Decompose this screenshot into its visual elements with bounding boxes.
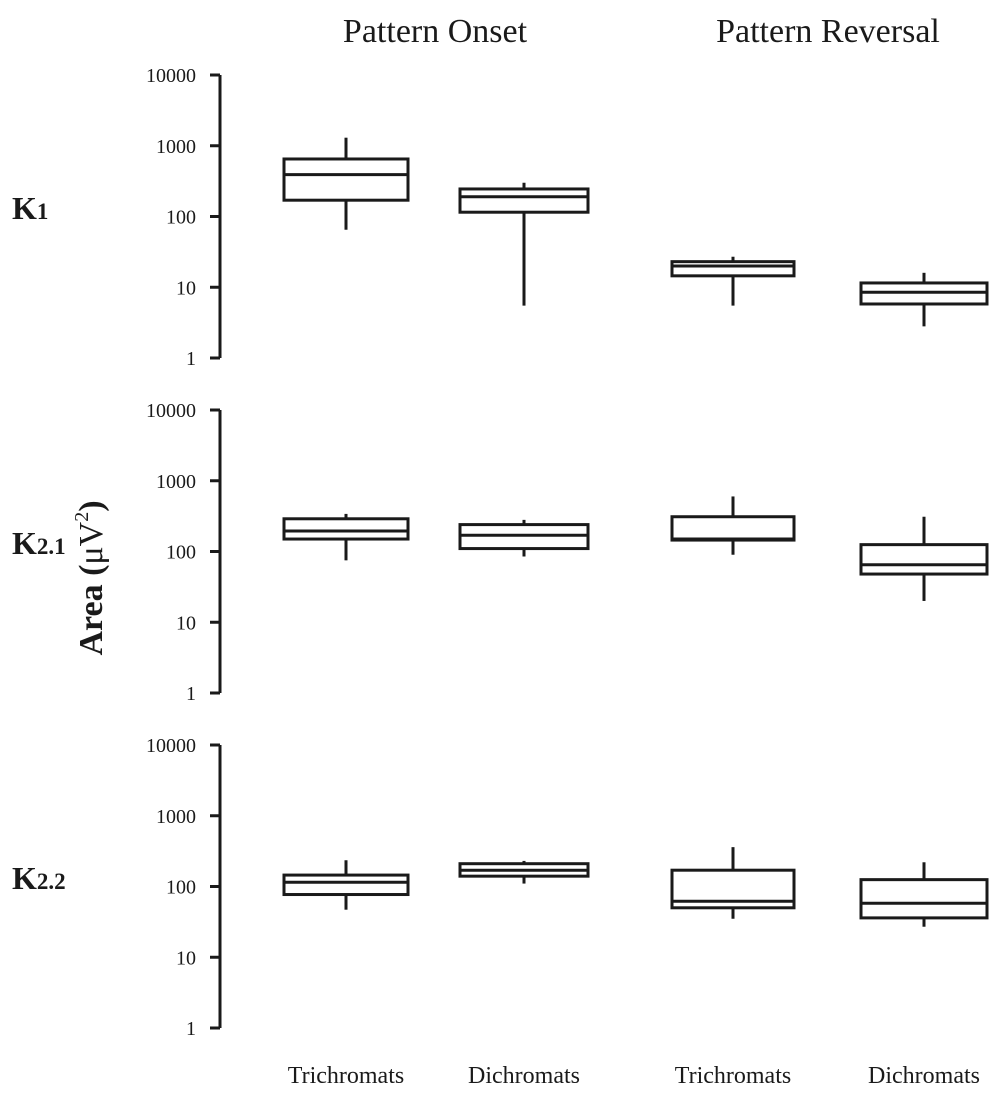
row-label-main: K bbox=[12, 860, 37, 896]
y-axis-title-close: ) bbox=[73, 500, 110, 511]
y-tick-label: 100 bbox=[166, 877, 196, 899]
box-plot bbox=[458, 182, 590, 306]
box-iqr bbox=[859, 878, 989, 920]
box-iqr bbox=[282, 157, 410, 202]
group-label-reversal-trichromats: Trichromats bbox=[675, 1063, 791, 1089]
y-tick-label: 100 bbox=[166, 542, 196, 564]
box-plot bbox=[282, 860, 410, 910]
y-axis-title-text: Area (μV2) bbox=[71, 500, 110, 655]
column-titles: Pattern Onset Pattern Reversal bbox=[343, 13, 940, 50]
row-label-subscript: 2.2 bbox=[37, 869, 66, 894]
row-label-main: K bbox=[12, 190, 37, 226]
box-plot bbox=[282, 137, 410, 230]
box-plot bbox=[458, 860, 590, 884]
row-label-main: K bbox=[12, 525, 37, 561]
y-axis-title-unit: μV bbox=[73, 521, 110, 564]
y-tick-label: 10000 bbox=[146, 400, 196, 422]
y-tick-label: 1 bbox=[186, 683, 196, 705]
box-iqr bbox=[458, 187, 590, 214]
panel-k2-1: K2.1 10000 1000 100 10 1 bbox=[12, 400, 989, 705]
y-tick-label: 10 bbox=[176, 277, 196, 299]
y-tick-label: 10000 bbox=[146, 65, 196, 87]
group-labels: Trichromats Dichromats Trichromats Dichr… bbox=[288, 1063, 980, 1089]
box-plot bbox=[859, 272, 989, 327]
panel-k2-2: K2.2 10000 1000 100 10 1 bbox=[12, 735, 989, 1040]
y-tick-label: 1000 bbox=[156, 136, 196, 158]
y-axis-title-main: Area ( bbox=[73, 565, 110, 656]
box-iqr bbox=[282, 873, 410, 897]
y-tick-label: 1 bbox=[186, 1018, 196, 1040]
row-label-subscript: 1 bbox=[37, 199, 49, 224]
box-plot bbox=[670, 496, 796, 555]
y-tick-label: 10 bbox=[176, 947, 196, 969]
chart-panels: K1100001000100101K2.1100001000100101K2.2… bbox=[12, 65, 989, 1040]
box-plot bbox=[670, 847, 796, 919]
box-plot bbox=[859, 862, 989, 927]
column-title-pattern-reversal: Pattern Reversal bbox=[716, 13, 940, 50]
row-label-k2-2: K2.2 bbox=[12, 860, 66, 896]
box-plot bbox=[282, 513, 410, 561]
row-label-k1: K1 bbox=[12, 190, 48, 226]
group-label-reversal-dichromats: Dichromats bbox=[868, 1063, 980, 1089]
y-tick-label: 1000 bbox=[156, 471, 196, 493]
box-plot bbox=[458, 519, 590, 557]
row-label-subscript: 2.1 bbox=[37, 534, 66, 559]
y-tick-label: 10000 bbox=[146, 735, 196, 757]
y-tick-label: 10 bbox=[176, 612, 196, 634]
column-title-pattern-onset: Pattern Onset bbox=[343, 13, 528, 50]
box-plot bbox=[859, 516, 989, 601]
y-tick-label: 1000 bbox=[156, 806, 196, 828]
row-label-k2-1: K2.1 bbox=[12, 525, 66, 561]
y-axis-title: Area (μV2) bbox=[71, 500, 110, 655]
group-label-onset-trichromats: Trichromats bbox=[288, 1063, 404, 1089]
box-iqr bbox=[670, 260, 796, 278]
group-label-onset-dichromats: Dichromats bbox=[468, 1063, 580, 1089]
y-axis-title-superscript: 2 bbox=[71, 512, 93, 522]
box-iqr bbox=[282, 517, 410, 541]
box-iqr bbox=[670, 515, 796, 542]
y-tick-label: 100 bbox=[166, 207, 196, 229]
box-iqr bbox=[859, 543, 989, 576]
box-plot bbox=[670, 256, 796, 306]
y-tick-label: 1 bbox=[186, 348, 196, 370]
